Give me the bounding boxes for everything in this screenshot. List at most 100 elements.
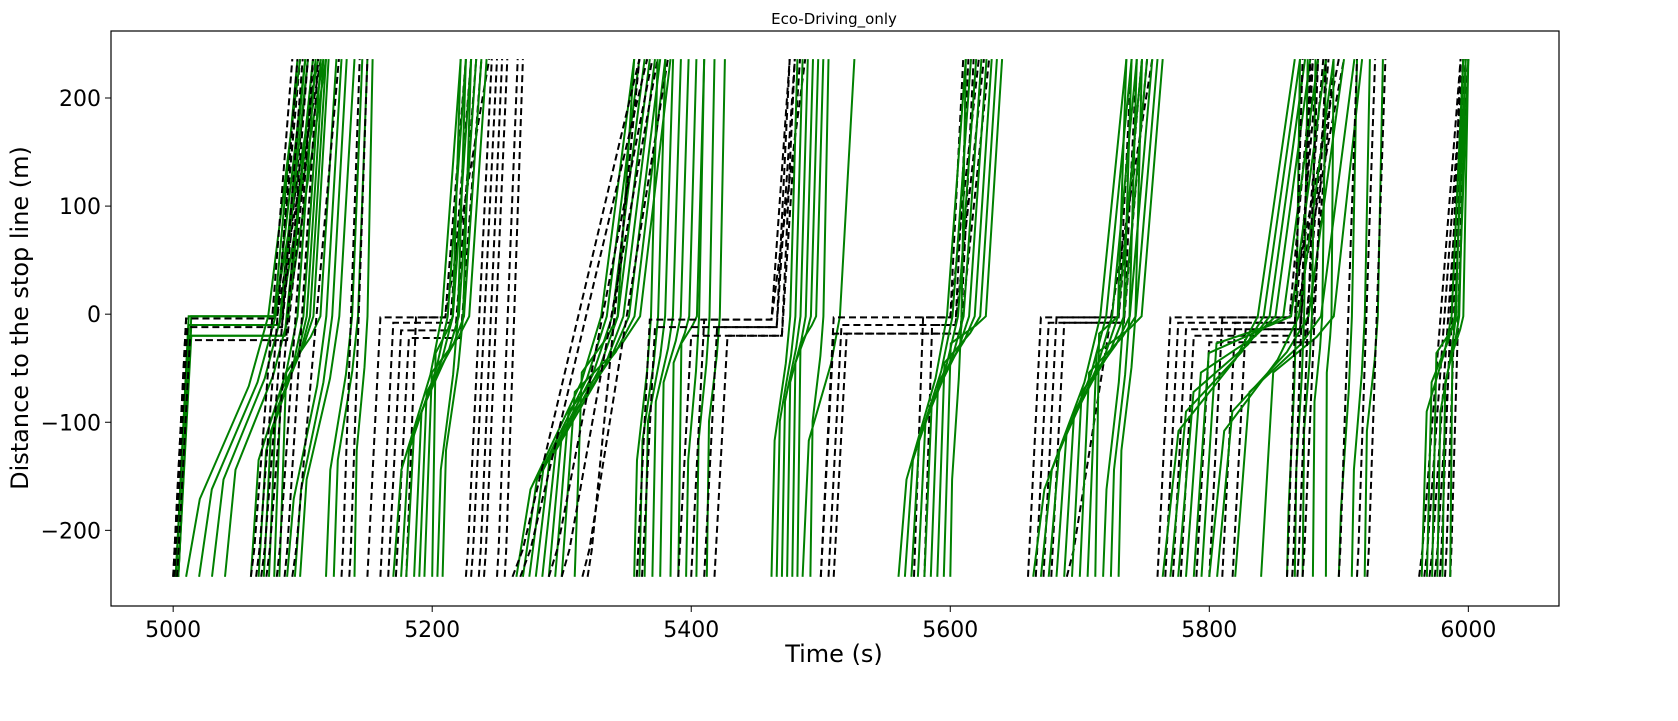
solid-trajectory-line (916, 59, 983, 577)
solid-trajectory-line (651, 59, 682, 577)
dashed-trajectory-line (560, 58, 659, 578)
solid-trajectory-line (685, 59, 706, 577)
dashed-trajectory-line (379, 59, 473, 577)
x-tick-label: 5000 (145, 618, 201, 643)
solid-trajectory-line (278, 59, 338, 577)
solid-trajectory-line (1301, 59, 1317, 577)
solid-trajectory-line (775, 59, 804, 577)
dashed-trajectory-line (1366, 59, 1387, 577)
solid-trajectory-line (392, 59, 462, 577)
trajectory-lines (172, 58, 1470, 578)
chart-title: Eco-Driving_only (771, 10, 897, 29)
solid-trajectory-line (1200, 58, 1327, 577)
solid-trajectory-line (1192, 58, 1320, 577)
solid-trajectory-line (174, 58, 325, 577)
solid-trajectory-line (1094, 59, 1128, 577)
dashed-trajectory-line (703, 59, 791, 577)
solid-trajectory-line (1208, 58, 1335, 577)
dashed-trajectory-line (503, 59, 524, 577)
solid-trajectory-line (286, 59, 343, 577)
solid-trajectory-line (705, 59, 726, 577)
dashed-trajectory-line (483, 59, 509, 577)
dashed-trajectory-line (366, 59, 467, 577)
dashed-trajectory-line (519, 58, 649, 578)
solid-trajectory-line (1350, 59, 1371, 577)
dashed-trajectory-line (547, 58, 654, 578)
solid-trajectory-line (910, 59, 978, 577)
dashed-trajectory-line (283, 59, 320, 577)
y-tick-label: 0 (87, 303, 101, 328)
dashed-trajectory-line (1337, 59, 1358, 577)
solid-trajectory-line (936, 59, 998, 577)
dashed-trajectory-line (173, 59, 309, 577)
y-tick-label: 100 (59, 195, 101, 220)
dashed-trajectory-line (819, 58, 991, 577)
x-axis-label: Time (s) (784, 640, 883, 668)
solid-trajectory-line (1449, 59, 1470, 577)
solid-trajectory-line (903, 59, 972, 577)
solid-trajectory-line (1185, 58, 1312, 577)
solid-trajectory-line (809, 59, 830, 577)
x-tick-label: 6000 (1440, 618, 1496, 643)
dashed-trajectory-line (275, 59, 314, 577)
solid-trajectory-line (1117, 59, 1143, 577)
dashed-trajectory-line (1301, 59, 1327, 577)
y-axis: 200 100 0 −100 −200 (41, 87, 111, 544)
dashed-trajectory-line (387, 59, 478, 577)
solid-trajectory-line (431, 59, 462, 577)
y-tick-label: 200 (59, 87, 101, 112)
solid-trajectory-line (273, 59, 330, 577)
dashed-trajectory-line (677, 59, 801, 577)
solid-trajectory-line (949, 59, 967, 577)
solid-trajectory-line (436, 59, 467, 577)
solid-trajectory-line (796, 59, 825, 577)
dashed-trajectory-line (1356, 59, 1377, 577)
x-tick-label: 5600 (922, 618, 978, 643)
dashed-trajectory-line (464, 59, 493, 577)
dashed-trajectory-line (1195, 59, 1335, 577)
x-tick-label: 5200 (404, 618, 460, 643)
solid-trajectory-line (770, 59, 799, 577)
solid-trajectory-line (1109, 59, 1138, 577)
solid-trajectory-line (897, 59, 967, 577)
dashed-trajectory-line (1291, 59, 1312, 577)
solid-trajectory-line (1311, 59, 1327, 577)
solid-trajectory-line (677, 59, 706, 577)
dashed-trajectory-line (255, 59, 299, 577)
solid-trajectory-line (1032, 58, 1128, 577)
solid-trajectory-line (695, 59, 716, 577)
solid-trajectory-line (299, 59, 356, 577)
y-tick-label: −100 (41, 411, 101, 436)
solid-trajectory-line (1324, 59, 1335, 577)
solid-trajectory-line (1177, 58, 1307, 577)
solid-trajectory-line (1260, 58, 1364, 577)
solid-trajectory-line (1169, 58, 1301, 577)
dashed-trajectory-line (176, 58, 317, 577)
solid-trajectory-line (353, 59, 374, 577)
x-tick-label: 5400 (663, 618, 719, 643)
solid-trajectory-line (534, 58, 651, 577)
solid-trajectory-line (325, 59, 364, 577)
solid-trajectory-line (198, 58, 307, 577)
solid-trajectory-line (633, 59, 659, 577)
dashed-trajectory-line (1172, 59, 1325, 577)
dashed-trajectory-line (923, 58, 985, 577)
dashed-trajectory-line (1296, 59, 1320, 577)
dashed-trajectory-line (496, 59, 519, 577)
dashed-trajectory-line (340, 59, 361, 577)
solid-trajectory-line (1102, 59, 1133, 577)
dashed-trajectory-line (713, 59, 796, 577)
plot-frame (110, 30, 1560, 607)
solid-trajectory-line (780, 59, 809, 577)
dashed-trajectory-line (265, 59, 309, 577)
dashed-trajectory-line (586, 59, 641, 577)
dashed-trajectory-line (1231, 59, 1314, 577)
dashed-trajectory-line (260, 59, 304, 577)
dashed-trajectory-line (348, 59, 369, 577)
y-axis-label: Distance to the stop line (m) (6, 146, 34, 490)
solid-trajectory-line (659, 59, 690, 577)
solid-trajectory-line (942, 59, 1004, 577)
solid-trajectory-line (423, 59, 488, 577)
